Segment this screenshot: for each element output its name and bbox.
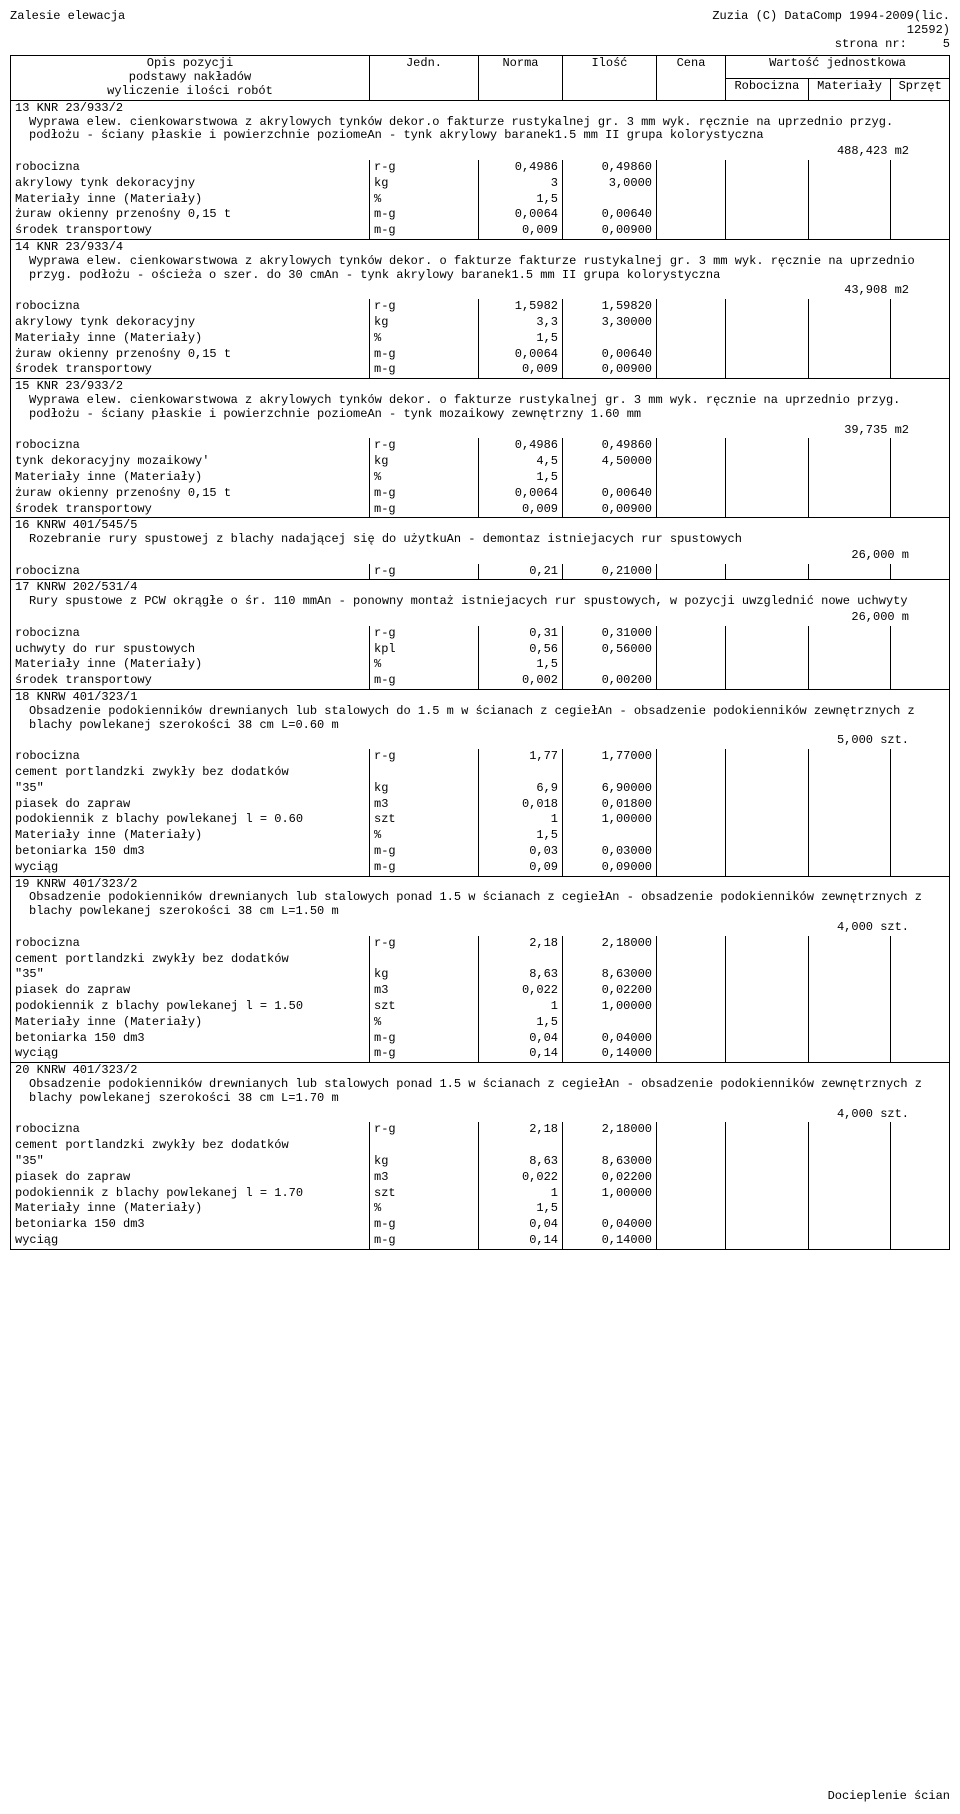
table-row: środek transportowym-g0,0090,00900 (11, 362, 950, 378)
table-row: betoniarka 150 dm3m-g0,040,04000 (11, 1031, 950, 1047)
section-header: 15 KNR 23/933/2Wyprawa elew. cienkowarst… (11, 379, 950, 423)
header-right: Zuzia (C) DataComp 1994-2009(lic. 12592)… (712, 10, 950, 51)
header-page-prefix: strona nr: (835, 37, 907, 51)
section-total: 488,423 m2 (11, 144, 950, 160)
table-row: cement portlandzki zwykły bez dodatków (11, 952, 950, 968)
col-jedn: Jedn. (370, 56, 479, 100)
section-total: 5,000 szt. (11, 733, 950, 749)
col-opis: Opis pozycji podstawy nakładów wyliczeni… (11, 56, 370, 100)
table-row: akrylowy tynk dekoracyjnykg3,33,30000 (11, 315, 950, 331)
table-row: wyciągm-g0,140,14000 (11, 1233, 950, 1249)
section-header: 19 KNRW 401/323/2Obsadzenie podokiennikó… (11, 876, 950, 920)
col-wj: Wartość jednostkowa (726, 56, 950, 78)
table-row: betoniarka 150 dm3m-g0,040,04000 (11, 1217, 950, 1233)
table-row: środek transportowym-g0,0090,00900 (11, 502, 950, 518)
col-cena: Cena (657, 56, 726, 100)
table-row: podokiennik z blachy powlekanej l = 0.60… (11, 812, 950, 828)
table-row: środek transportowym-g0,0090,00900 (11, 223, 950, 239)
section-total: 43,908 m2 (11, 283, 950, 299)
col-opis-l2: podstawy nakładów (129, 70, 251, 84)
table-row: żuraw okienny przenośny 0,15 tm-g0,00640… (11, 207, 950, 223)
table-row: piasek do zaprawm30,0180,01800 (11, 797, 950, 813)
table-row: cement portlandzki zwykły bez dodatków (11, 1138, 950, 1154)
table-row: tynk dekoracyjny mozaikowy'kg4,54,50000 (11, 454, 950, 470)
header-lic: 12592) (907, 23, 950, 37)
table-row: robociznar-g1,771,77000 (11, 749, 950, 765)
section-header: 13 KNR 23/933/2Wyprawa elew. cienkowarst… (11, 100, 950, 144)
table-row: żuraw okienny przenośny 0,15 tm-g0,00640… (11, 347, 950, 363)
table-row: robociznar-g0,310,31000 (11, 626, 950, 642)
table-row: żuraw okienny przenośny 0,15 tm-g0,00640… (11, 486, 950, 502)
header-left: Zalesie elewacja (10, 10, 125, 24)
section-header: 14 KNR 23/933/4Wyprawa elew. cienkowarst… (11, 239, 950, 283)
table-row: wyciągm-g0,140,14000 (11, 1046, 950, 1062)
cost-table: Opis pozycji podstawy nakładów wyliczeni… (10, 55, 950, 1249)
table-row: betoniarka 150 dm3m-g0,030,03000 (11, 844, 950, 860)
col-ilosc: Ilość (563, 56, 657, 100)
table-row: robociznar-g0,49860,49860 (11, 438, 950, 454)
table-row: piasek do zaprawm30,0220,02200 (11, 1170, 950, 1186)
header-page-num: 5 (943, 37, 950, 51)
col-opis-l3: wyliczenie ilości robót (107, 84, 273, 98)
table-row: Materiały inne (Materiały)%1,5 (11, 1015, 950, 1031)
table-row: środek transportowym-g0,0020,00200 (11, 673, 950, 689)
table-row: robociznar-g2,182,18000 (11, 936, 950, 952)
section-header: 18 KNRW 401/323/1Obsadzenie podokiennikó… (11, 690, 950, 734)
section-header: 16 KNRW 401/545/5Rozebranie rury spustow… (11, 518, 950, 548)
col-norma: Norma (479, 56, 563, 100)
table-row: robociznar-g0,49860,49860 (11, 160, 950, 176)
header-copyright: Zuzia (C) DataComp 1994-2009(lic. (712, 9, 950, 23)
col-spr: Sprzęt (891, 78, 950, 100)
table-row: Materiały inne (Materiały)%1,5 (11, 192, 950, 208)
table-row: robociznar-g1,59821,59820 (11, 299, 950, 315)
section-total: 4,000 szt. (11, 1107, 950, 1123)
section-total: 26,000 m (11, 548, 950, 564)
table-row: robociznar-g0,210,21000 (11, 564, 950, 580)
col-mat: Materiały (808, 78, 891, 100)
table-row: robociznar-g2,182,18000 (11, 1122, 950, 1138)
table-row: piasek do zaprawm30,0220,02200 (11, 983, 950, 999)
section-header: 17 KNRW 202/531/4Rury spustowe z PCW okr… (11, 580, 950, 610)
footer: Docieplenie ścian (10, 1790, 950, 1804)
table-row: akrylowy tynk dekoracyjnykg33,0000 (11, 176, 950, 192)
table-row: uchwyty do rur spustowychkpl0,560,56000 (11, 642, 950, 658)
table-row: wyciągm-g0,090,09000 (11, 860, 950, 876)
section-header: 20 KNRW 401/323/2Obsadzenie podokiennikó… (11, 1063, 950, 1107)
table-row: Materiały inne (Materiały)%1,5 (11, 1201, 950, 1217)
table-row: Materiały inne (Materiały)%1,5 (11, 331, 950, 347)
table-row: Materiały inne (Materiały)%1,5 (11, 828, 950, 844)
table-row: "35"kg8,638,63000 (11, 967, 950, 983)
col-opis-l1: Opis pozycji (147, 56, 233, 70)
table-row: cement portlandzki zwykły bez dodatków (11, 765, 950, 781)
section-total: 39,735 m2 (11, 423, 950, 439)
col-rob: Robocizna (726, 78, 809, 100)
table-row: "35"kg6,96,90000 (11, 781, 950, 797)
table-row: "35"kg8,638,63000 (11, 1154, 950, 1170)
section-total: 26,000 m (11, 610, 950, 626)
table-row: podokiennik z blachy powlekanej l = 1.70… (11, 1186, 950, 1202)
table-row: podokiennik z blachy powlekanej l = 1.50… (11, 999, 950, 1015)
section-total: 4,000 szt. (11, 920, 950, 936)
table-row: Materiały inne (Materiały)%1,5 (11, 657, 950, 673)
table-row: Materiały inne (Materiały)%1,5 (11, 470, 950, 486)
